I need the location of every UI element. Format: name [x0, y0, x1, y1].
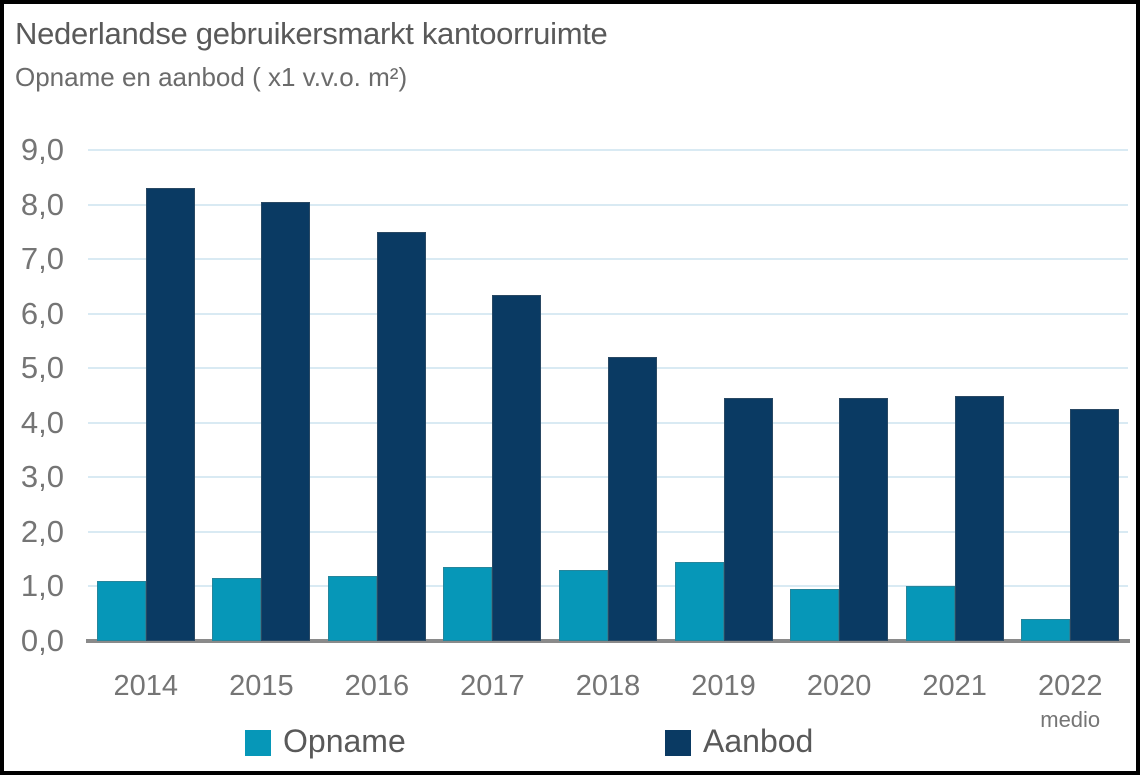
y-tick-label-9: 9,0	[20, 132, 64, 167]
bar-opname-2021	[905, 586, 955, 641]
y-tick-label-1: 1,0	[20, 568, 64, 604]
chart-subtitle: Opname en aanbod ( x1 v.v.o. m²)	[15, 62, 408, 92]
x-tick-label-2019: 2019	[691, 670, 756, 702]
x-tick-2019: 2019	[666, 670, 782, 702]
bar-aanbod-2018	[608, 357, 657, 641]
y-axis-labels: 0,0 1,0 2,0 3,0 4,0 5,0 6,0 7,0 8,0 9,0	[4, 132, 64, 658]
x-tick-label-2021: 2021	[922, 670, 987, 702]
y-tick-label-2: 2,0	[20, 513, 64, 549]
legend-item-opname: Opname	[245, 723, 406, 760]
x-tick-sublabel-2022: medio	[1040, 707, 1101, 732]
bar-aanbod-2015	[261, 201, 311, 641]
bar-opname-2020	[790, 589, 840, 641]
bar-opname-2014	[96, 580, 146, 641]
bar-aanbod-2020	[839, 398, 889, 641]
legend-label-opname: Opname	[283, 723, 406, 759]
x-tick-label-2018: 2018	[575, 670, 641, 702]
y-tick-label-0: 0,0	[20, 623, 64, 658]
legend-swatch-aanbod-icon	[665, 730, 691, 756]
x-tick-label-2016: 2016	[344, 670, 410, 702]
y-tick-label-3: 3,0	[20, 459, 64, 495]
gridline-6	[88, 312, 1128, 315]
legend-label-aanbod: Aanbod	[703, 723, 814, 759]
x-tick-2014: 2014	[88, 670, 204, 702]
bar-opname-2022	[1021, 619, 1071, 641]
bar-opname-2018	[559, 570, 608, 641]
bar-aanbod-2019	[723, 398, 773, 641]
bar-aanbod-2022	[1070, 409, 1120, 641]
legend-swatch-opname-icon	[245, 730, 271, 756]
x-axis-labels: 2014 2015 2016 2017 2018 2019 2020 2021 2022 medi…	[88, 670, 1128, 770]
gridline-9	[88, 149, 1128, 151]
plot-area	[86, 149, 1130, 643]
x-tick-label-2022: 2022	[1037, 670, 1103, 702]
bar-aanbod-2021	[954, 395, 1004, 641]
y-tick-label-8: 8,0	[20, 186, 64, 222]
x-tick-2018: 2018	[550, 670, 666, 702]
x-tick-2020: 2020	[781, 670, 897, 702]
bar-aanbod-2014	[145, 188, 195, 641]
bar-opname-2016	[327, 575, 377, 641]
x-axis-line	[86, 639, 1130, 643]
bar-opname-2017	[443, 567, 493, 641]
bar-aanbod-2017	[492, 294, 542, 641]
x-tick-2015: 2015	[204, 670, 320, 702]
y-tick-label-5: 5,0	[20, 350, 64, 386]
x-tick-2017: 2017	[435, 670, 551, 702]
bar-opname-2015	[212, 578, 262, 641]
legend-item-aanbod: Aanbod	[665, 723, 813, 760]
gridline-7	[88, 258, 1128, 261]
x-tick-label-2015: 2015	[229, 670, 294, 702]
y-tick-label-6: 6,0	[20, 295, 64, 331]
x-tick-label-2014: 2014	[113, 670, 179, 702]
gridline-8	[88, 203, 1128, 206]
y-tick-label-7: 7,0	[20, 241, 64, 277]
x-tick-label-2020: 2020	[806, 670, 872, 702]
x-tick-label-2017: 2017	[460, 670, 525, 702]
y-tick-label-4: 4,0	[20, 404, 64, 440]
chart-title: Nederlandse gebruikersmarkt kantoorruimt…	[15, 16, 608, 51]
x-tick-2016: 2016	[319, 670, 435, 702]
x-tick-2021: 2021	[897, 670, 1013, 702]
bar-aanbod-2016	[376, 231, 426, 641]
x-tick-2022: 2022 medio	[1012, 670, 1128, 732]
bar-opname-2019	[674, 561, 724, 641]
